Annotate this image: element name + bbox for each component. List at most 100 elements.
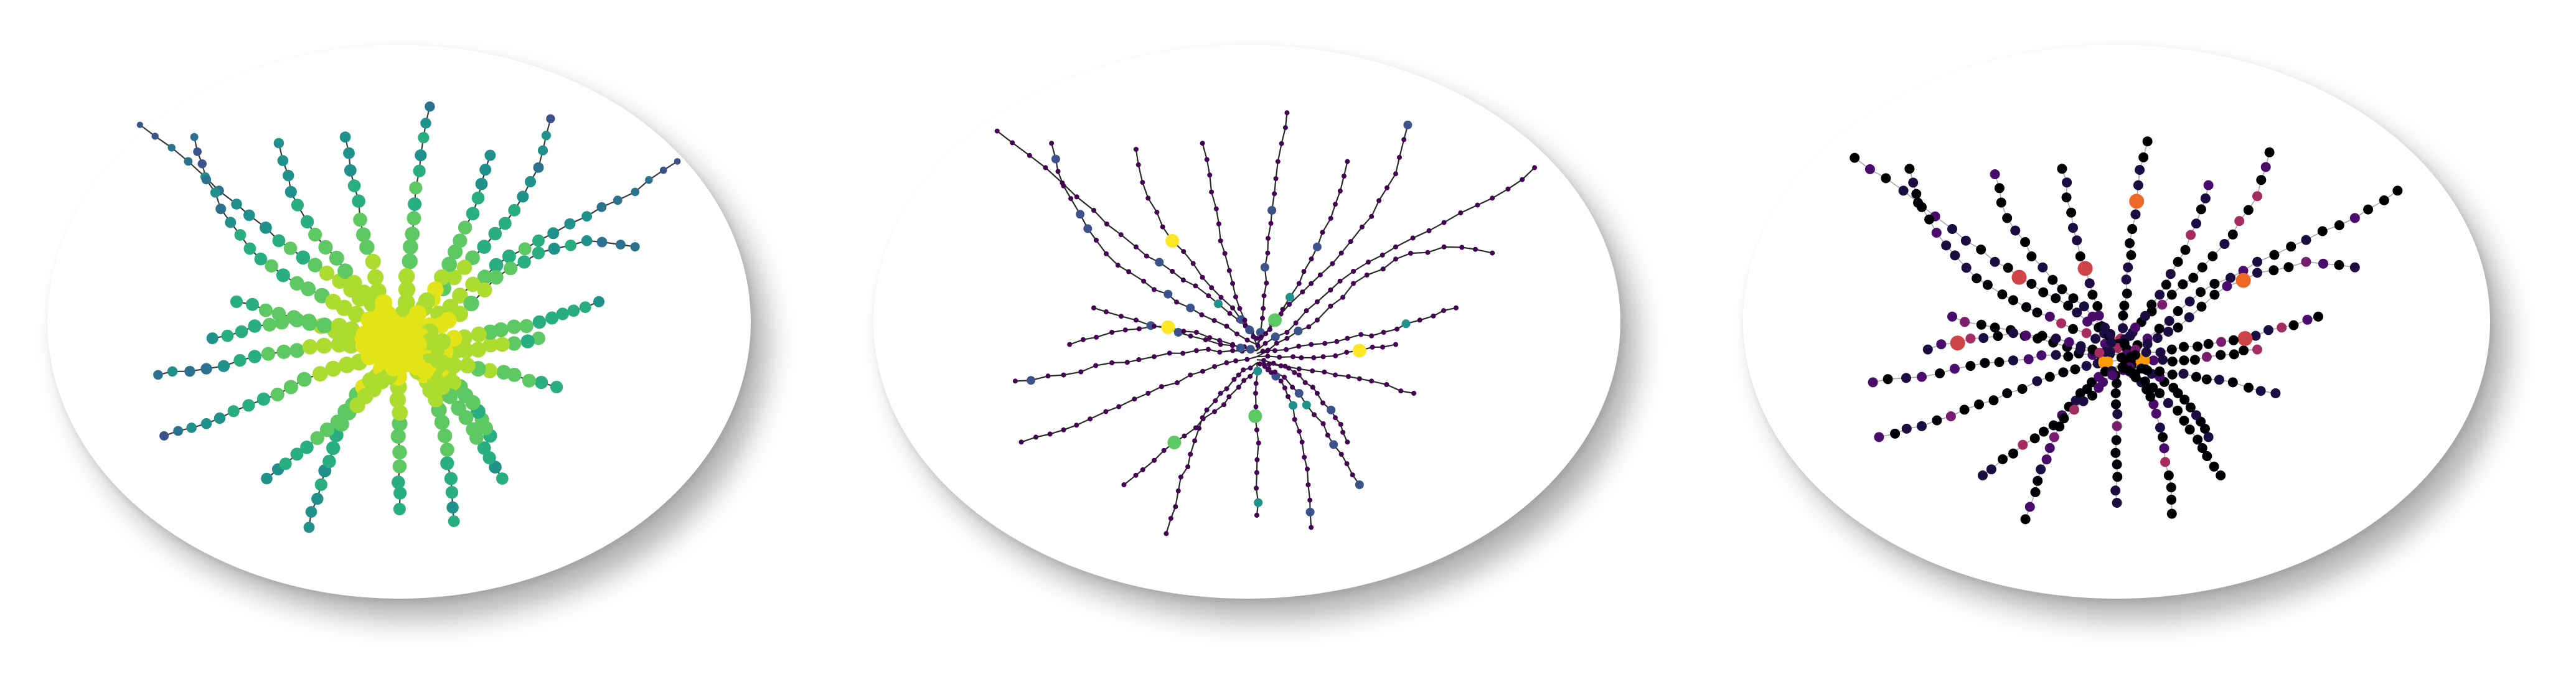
network-node: [2155, 388, 2165, 398]
network-node: [342, 321, 360, 339]
network-node: [556, 307, 569, 320]
network-node: [2227, 377, 2238, 388]
network-node: [2140, 376, 2150, 386]
network-node: [1181, 329, 1187, 334]
network-node: [2130, 209, 2141, 220]
network-node: [1203, 337, 1208, 342]
network-node: [1393, 171, 1398, 177]
network-node: [2098, 377, 2108, 387]
network-node: [262, 317, 276, 332]
network-node: [2126, 250, 2136, 260]
network-node: [2112, 421, 2122, 431]
network-node: [2173, 256, 2183, 267]
network-edge: [2117, 190, 2398, 356]
network-node: [215, 203, 227, 215]
network-node: [1154, 210, 1160, 215]
network-node: [319, 265, 334, 281]
network-node: [1292, 417, 1297, 423]
network-node: [1132, 396, 1137, 402]
network-node: [2148, 382, 2158, 393]
network-node: [1254, 427, 1259, 432]
network-node: [1080, 337, 1086, 342]
network-edge: [1135, 149, 1257, 339]
network-node: [2106, 337, 2117, 348]
network-node: [2112, 459, 2122, 470]
network-node: [405, 227, 420, 241]
network-node: [2334, 220, 2344, 230]
network-node: [465, 276, 481, 292]
network-node: [2036, 464, 2046, 475]
network-node: [1300, 289, 1305, 295]
network-node: [1314, 299, 1320, 304]
network-node: [535, 376, 548, 390]
network-node: [1272, 348, 1277, 353]
network-node: [1104, 222, 1109, 227]
network-node: [1230, 281, 1236, 286]
network-node: [1257, 361, 1262, 367]
network-node: [2158, 432, 2168, 442]
network-node: [392, 404, 408, 421]
network-node: [1241, 378, 1247, 383]
network-node: [1311, 355, 1317, 360]
network-node: [1475, 202, 1480, 208]
network-edge: [1123, 368, 1257, 485]
network-node: [284, 185, 297, 198]
network-node: [1990, 322, 2000, 333]
network-node: [2186, 230, 2196, 240]
network-node: [471, 191, 485, 205]
network-node: [2219, 239, 2230, 249]
network-node: [2026, 251, 2037, 261]
network-node: [2111, 399, 2121, 409]
network-node: [1901, 423, 1912, 434]
network-node: [1310, 385, 1315, 390]
network-node: [433, 333, 451, 350]
network-node: [448, 244, 463, 259]
network-node: [1441, 220, 1447, 225]
network-node: [243, 242, 256, 255]
network-node: [265, 259, 278, 273]
network-node: [2047, 274, 2058, 285]
network-node: [2270, 388, 2281, 398]
network-node: [1881, 173, 1891, 184]
network-node: [1490, 195, 1495, 201]
network-node: [235, 325, 248, 339]
network-node: [2243, 205, 2254, 215]
network-edge: [1051, 143, 1257, 345]
network-node: [184, 157, 193, 166]
network-node: [217, 360, 230, 372]
network-node: [246, 297, 259, 311]
network-node: [2288, 320, 2299, 330]
network-node: [1218, 342, 1223, 347]
network-node: [1302, 380, 1308, 385]
network-node: [1213, 206, 1219, 212]
network-node: [1993, 331, 2003, 341]
network-node: [392, 459, 407, 474]
network-node: [2002, 213, 2013, 223]
network-node: [452, 287, 468, 304]
network-node: [1990, 256, 2000, 267]
network-node: [1309, 256, 1314, 262]
network-node: [1010, 140, 1015, 146]
network-node: [1260, 263, 1269, 272]
network-node: [2098, 354, 2113, 370]
network-node: [1180, 278, 1186, 283]
network-node: [1890, 428, 1901, 439]
network-node: [1161, 320, 1175, 334]
network-node: [1175, 380, 1180, 385]
network-node: [2125, 330, 2135, 341]
network-node: [2008, 448, 2018, 459]
network-node: [2048, 420, 2059, 431]
network-node: [659, 166, 667, 174]
network-node: [1226, 268, 1232, 273]
network-node: [2161, 279, 2171, 290]
network-node: [489, 270, 504, 285]
network-node: [1260, 315, 1265, 321]
network-node: [2138, 152, 2149, 162]
network-node: [409, 181, 423, 195]
network-node: [418, 292, 436, 310]
network-node: [1103, 409, 1109, 414]
network-node: [2318, 258, 2328, 269]
network-node: [1947, 311, 1957, 322]
network-node: [1230, 305, 1236, 311]
network-node: [2123, 262, 2133, 273]
